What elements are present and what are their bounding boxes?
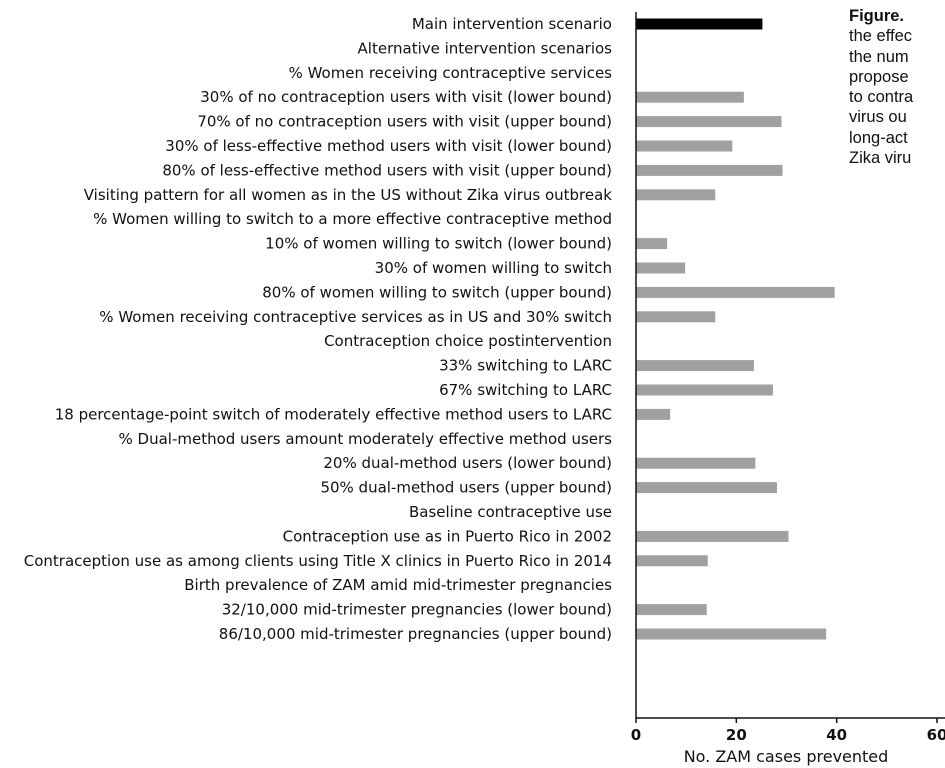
category-label: Visiting pattern for all women as in the… <box>84 186 613 204</box>
category-label: 18 percentage-point switch of moderately… <box>55 405 612 423</box>
bar <box>636 628 827 640</box>
category-label: 67% switching to LARC <box>439 381 612 399</box>
bar <box>636 91 744 103</box>
category-label: 30% of less-effective method users with … <box>165 137 612 155</box>
bar <box>636 116 782 128</box>
bar <box>636 604 707 616</box>
x-axis-title: No. ZAM cases prevented <box>684 747 889 766</box>
category-labels: Main intervention scenario Alternative in… <box>24 15 613 643</box>
figure-caption: Figure. the effec the num propose to con… <box>849 6 945 168</box>
bar <box>636 555 708 567</box>
bar <box>636 457 756 469</box>
bar <box>636 530 789 542</box>
category-label: 30% of women willing to switch <box>375 259 612 277</box>
bar <box>636 238 668 250</box>
category-label: Main intervention scenario <box>412 15 612 33</box>
caption-line: the num <box>849 47 909 66</box>
x-tick-label: 20 <box>726 726 747 744</box>
caption-line: to contra <box>849 88 914 107</box>
category-label: 80% of women willing to switch (upper bo… <box>262 283 612 301</box>
bar <box>636 164 783 176</box>
category-label: % Women receiving contraceptive services… <box>99 308 612 326</box>
category-label: Contraception use as among clients using… <box>24 552 612 570</box>
category-label: 80% of less-effective method users with … <box>162 161 612 179</box>
category-label: Baseline contraceptive use <box>409 503 612 521</box>
category-label: 33% switching to LARC <box>439 357 612 375</box>
bars <box>636 18 835 640</box>
caption-line: propose <box>849 67 909 86</box>
bar <box>636 360 754 372</box>
caption-line: long-act <box>849 128 908 147</box>
category-label: Contraception choice postintervention <box>324 332 612 350</box>
category-label: 70% of no contraception users with visit… <box>197 113 612 131</box>
category-label: % Women willing to switch to a more effe… <box>93 210 612 228</box>
bar <box>636 286 835 298</box>
bar <box>636 384 773 396</box>
category-label: Birth prevalence of ZAM amid mid-trimest… <box>184 576 612 594</box>
caption-line: the effec <box>849 27 912 46</box>
bar <box>636 408 671 420</box>
bar <box>636 262 686 274</box>
category-label: 86/10,000 mid-trimester pregnancies (upp… <box>219 625 612 643</box>
x-tick-label: 60 <box>927 726 945 744</box>
category-label: Alternative intervention scenarios <box>358 39 613 57</box>
category-label: Contraception use as in Puerto Rico in 2… <box>283 527 612 545</box>
x-ticks: 0 20 40 60 <box>631 718 945 744</box>
bar <box>636 140 733 152</box>
main-scenario-bar <box>636 18 763 30</box>
bar <box>636 311 716 323</box>
x-tick-label: 40 <box>826 726 847 744</box>
caption-heading: Figure. <box>849 7 905 25</box>
bar <box>636 482 777 494</box>
category-label: 10% of women willing to switch (lower bo… <box>265 235 612 253</box>
category-label: 20% dual-method users (lower bound) <box>323 454 612 472</box>
caption-line: Zika viru <box>849 149 912 168</box>
category-label: % Women receiving contraceptive services <box>289 64 613 82</box>
category-label: 50% dual-method users (upper bound) <box>320 479 612 497</box>
category-label: 30% of no contraception users with visit… <box>200 88 612 106</box>
category-label: 32/10,000 mid-trimester pregnancies (low… <box>222 601 612 619</box>
caption-line: virus ou <box>849 108 907 127</box>
category-label: % Dual-method users amount moderately ef… <box>119 430 613 448</box>
x-tick-label: 0 <box>631 726 641 744</box>
bar <box>636 189 716 201</box>
